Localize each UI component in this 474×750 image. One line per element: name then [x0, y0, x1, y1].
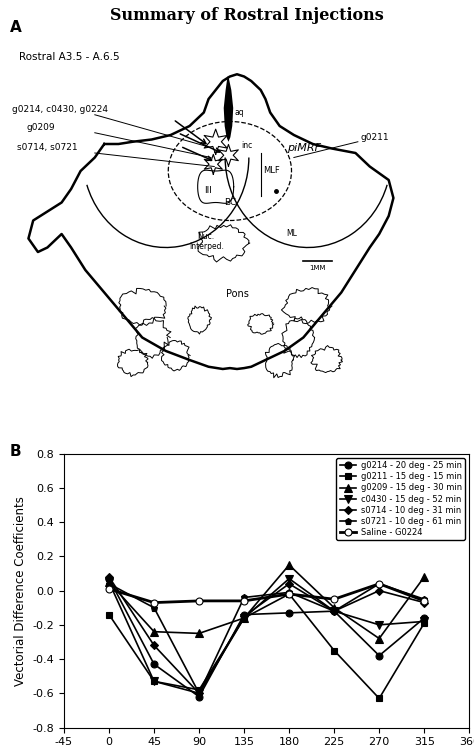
- s0714 - 10 deg - 31 min: [106, 572, 112, 581]
- Saline - G0224: [286, 590, 292, 598]
- s0721 - 10 deg - 61 min: [286, 588, 292, 597]
- s0721 - 10 deg - 61 min: [106, 579, 112, 588]
- Saline - G0224: [196, 596, 202, 605]
- g0211 - 15 deg - 15 min: [286, 590, 292, 598]
- Text: Nuc.
Interped.: Nuc. Interped.: [189, 232, 224, 251]
- s0714 - 10 deg - 31 min: [196, 688, 202, 698]
- Saline - G0224: [376, 579, 382, 588]
- Line: c0430 - 15 deg - 52 min: c0430 - 15 deg - 52 min: [105, 574, 428, 698]
- g0209 - 15 deg - 30 min: [376, 634, 382, 643]
- g0211 - 15 deg - 15 min: [151, 676, 157, 686]
- g0214 - 20 deg - 25 min: [421, 614, 427, 622]
- Text: g0209: g0209: [26, 122, 55, 131]
- g0214 - 20 deg - 25 min: [331, 607, 337, 616]
- Text: Rostral A3.5 - A.6.5: Rostral A3.5 - A.6.5: [19, 52, 119, 62]
- c0430 - 15 deg - 52 min: [421, 617, 427, 626]
- Text: BC: BC: [224, 198, 236, 207]
- Y-axis label: Vectorial Difference Coefficients: Vectorial Difference Coefficients: [14, 496, 27, 686]
- s0714 - 10 deg - 31 min: [421, 598, 427, 607]
- c0430 - 15 deg - 52 min: [376, 620, 382, 629]
- c0430 - 15 deg - 52 min: [106, 578, 112, 586]
- Line: s0721 - 10 deg - 61 min: s0721 - 10 deg - 61 min: [106, 580, 428, 697]
- s0721 - 10 deg - 61 min: [421, 595, 427, 604]
- g0209 - 15 deg - 30 min: [151, 627, 157, 636]
- Polygon shape: [224, 76, 233, 142]
- s0721 - 10 deg - 61 min: [376, 579, 382, 588]
- Text: Summary of Rostral Injections: Summary of Rostral Injections: [109, 7, 383, 24]
- Text: aq: aq: [235, 108, 244, 117]
- c0430 - 15 deg - 52 min: [331, 607, 337, 616]
- Text: Pons: Pons: [226, 289, 248, 299]
- s0721 - 10 deg - 61 min: [196, 688, 202, 698]
- Text: 1MM: 1MM: [310, 265, 326, 271]
- Line: Saline - G0224: Saline - G0224: [106, 580, 428, 606]
- Saline - G0224: [241, 596, 247, 605]
- g0214 - 20 deg - 25 min: [151, 660, 157, 669]
- Line: g0209 - 15 deg - 30 min: g0209 - 15 deg - 30 min: [105, 561, 428, 643]
- Text: III: III: [205, 185, 212, 194]
- c0430 - 15 deg - 52 min: [241, 614, 247, 622]
- Text: piMRF: piMRF: [287, 142, 321, 153]
- g0214 - 20 deg - 25 min: [106, 574, 112, 584]
- Line: g0211 - 15 deg - 15 min: g0211 - 15 deg - 15 min: [106, 590, 428, 702]
- g0214 - 20 deg - 25 min: [241, 610, 247, 619]
- g0211 - 15 deg - 15 min: [241, 614, 247, 622]
- Text: ML: ML: [286, 230, 297, 238]
- Line: s0714 - 10 deg - 31 min: s0714 - 10 deg - 31 min: [106, 574, 427, 696]
- c0430 - 15 deg - 52 min: [196, 688, 202, 698]
- g0209 - 15 deg - 30 min: [421, 572, 427, 581]
- Line: g0214 - 20 deg - 25 min: g0214 - 20 deg - 25 min: [106, 575, 428, 700]
- g0211 - 15 deg - 15 min: [421, 619, 427, 628]
- s0721 - 10 deg - 61 min: [241, 593, 247, 602]
- Saline - G0224: [106, 584, 112, 593]
- Text: inc: inc: [242, 142, 253, 151]
- g0209 - 15 deg - 30 min: [196, 629, 202, 638]
- g0209 - 15 deg - 30 min: [331, 603, 337, 612]
- g0214 - 20 deg - 25 min: [196, 692, 202, 701]
- s0721 - 10 deg - 61 min: [151, 603, 157, 612]
- Text: B: B: [9, 444, 21, 459]
- Legend: g0214 - 20 deg - 25 min, g0211 - 15 deg - 15 min, g0209 - 15 deg - 30 min, c0430: g0214 - 20 deg - 25 min, g0211 - 15 deg …: [337, 458, 465, 540]
- Text: g0214, c0430, g0224: g0214, c0430, g0224: [12, 104, 108, 113]
- Text: s0714, s0721: s0714, s0721: [17, 142, 77, 152]
- g0211 - 15 deg - 15 min: [196, 686, 202, 694]
- s0714 - 10 deg - 31 min: [331, 607, 337, 616]
- s0714 - 10 deg - 31 min: [286, 579, 292, 588]
- c0430 - 15 deg - 52 min: [151, 676, 157, 686]
- Text: A: A: [9, 20, 21, 35]
- s0714 - 10 deg - 31 min: [241, 612, 247, 621]
- s0714 - 10 deg - 31 min: [376, 586, 382, 596]
- g0214 - 20 deg - 25 min: [376, 651, 382, 660]
- g0211 - 15 deg - 15 min: [376, 694, 382, 703]
- s0714 - 10 deg - 31 min: [151, 640, 157, 650]
- Saline - G0224: [331, 595, 337, 604]
- c0430 - 15 deg - 52 min: [286, 574, 292, 584]
- s0721 - 10 deg - 61 min: [331, 607, 337, 616]
- g0209 - 15 deg - 30 min: [286, 560, 292, 569]
- Text: MLF: MLF: [263, 166, 280, 176]
- Text: g0211: g0211: [360, 134, 389, 142]
- g0209 - 15 deg - 30 min: [241, 614, 247, 622]
- g0211 - 15 deg - 15 min: [331, 646, 337, 655]
- g0211 - 15 deg - 15 min: [106, 610, 112, 619]
- g0214 - 20 deg - 25 min: [286, 608, 292, 617]
- Saline - G0224: [151, 598, 157, 607]
- Saline - G0224: [421, 596, 427, 605]
- g0209 - 15 deg - 30 min: [106, 578, 112, 586]
